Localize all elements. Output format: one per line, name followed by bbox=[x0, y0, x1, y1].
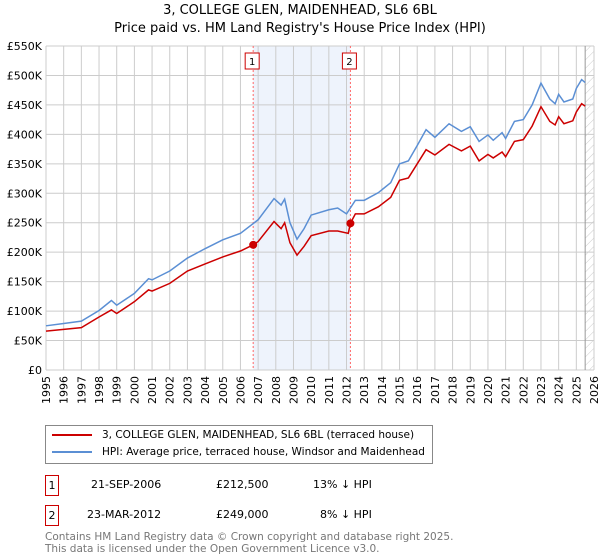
sale-price: £212,500 bbox=[216, 478, 269, 491]
x-tick-label: 2009 bbox=[287, 376, 300, 404]
x-tick-label: 2019 bbox=[464, 376, 477, 404]
sale-label: 2 bbox=[346, 57, 352, 68]
sale-hpi-diff: 13% ↓ HPI bbox=[313, 478, 372, 491]
legend-label: HPI: Average price, terraced house, Wind… bbox=[102, 446, 425, 458]
x-tick-label: 2013 bbox=[358, 376, 371, 404]
sale-label-box bbox=[341, 52, 357, 70]
x-tick-label: 2017 bbox=[429, 376, 442, 404]
sale-point bbox=[249, 240, 258, 249]
x-tick-label: 2014 bbox=[376, 376, 389, 404]
x-tick-label: 1998 bbox=[93, 376, 106, 404]
x-tick-label: 1999 bbox=[111, 376, 124, 404]
y-tick-label: £300K bbox=[7, 187, 43, 200]
future-hatch bbox=[585, 46, 594, 370]
series-line bbox=[45, 78, 586, 327]
x-tick-label: 2007 bbox=[252, 376, 265, 404]
x-tick-label: 2016 bbox=[411, 376, 424, 404]
x-tick-label: 2008 bbox=[270, 376, 283, 404]
x-tick-label: 1996 bbox=[58, 376, 71, 404]
x-tick-label: 2011 bbox=[323, 376, 336, 404]
x-tick-label: 1997 bbox=[75, 376, 88, 404]
sale-date: 21-SEP-2006 bbox=[91, 478, 162, 491]
sale-label-box bbox=[244, 52, 260, 70]
sale-marker: 2 bbox=[45, 505, 59, 526]
y-tick-label: £0 bbox=[28, 364, 42, 377]
x-tick-label: 2020 bbox=[482, 376, 495, 404]
x-tick-label: 2004 bbox=[199, 376, 212, 404]
x-tick-label: 2025 bbox=[570, 376, 583, 404]
y-tick-label: £550K bbox=[7, 40, 43, 53]
x-tick-label: 2021 bbox=[500, 376, 513, 404]
x-tick-label: 2012 bbox=[341, 376, 354, 404]
x-tick-label: 2006 bbox=[234, 376, 247, 404]
legend-item-property: 3, COLLEGE GLEN, MAIDENHEAD, SL6 6BL (te… bbox=[52, 429, 414, 441]
y-tick-label: £50K bbox=[14, 335, 43, 348]
x-tick-label: 2023 bbox=[535, 376, 548, 404]
y-tick-label: £500K bbox=[7, 69, 43, 82]
price-chart: 1995 1996 1997 1998 1999 2000 2001 2002 2003 2004… bbox=[7, 40, 600, 404]
x-tick-label: 2001 bbox=[146, 376, 159, 404]
footer-line: Contains HM Land Registry data © Crown c… bbox=[45, 531, 454, 543]
sale-price: £249,000 bbox=[216, 508, 269, 521]
x-tick-label: 1995 bbox=[40, 376, 53, 404]
y-tick-label: £350K bbox=[7, 158, 43, 171]
sale-row: 2 23-MAR-2012 £249,000 8% ↓ HPI bbox=[45, 505, 445, 527]
y-tick-label: £450K bbox=[7, 99, 43, 112]
x-tick-label: 2010 bbox=[305, 376, 318, 404]
chart-title: 3, COLLEGE GLEN, MAIDENHEAD, SL6 6BL bbox=[163, 3, 437, 18]
footer: Contains HM Land Registry data © Crown c… bbox=[45, 531, 453, 555]
sale-date: 23-MAR-2012 bbox=[87, 508, 162, 521]
legend-swatch bbox=[52, 451, 92, 453]
x-tick-label: 2026 bbox=[588, 376, 600, 404]
legend-swatch bbox=[52, 434, 92, 436]
x-tick-label: 2022 bbox=[517, 376, 530, 404]
x-tick-label: 2003 bbox=[181, 376, 194, 404]
footer-line: This data is licensed under the Open Gov… bbox=[45, 543, 380, 555]
legend: 3, COLLEGE GLEN, MAIDENHEAD, SL6 6BL (te… bbox=[45, 425, 433, 464]
x-tick-label: 2015 bbox=[394, 376, 407, 404]
sale-hpi-diff: 8% ↓ HPI bbox=[320, 508, 372, 521]
x-tick-label: 2024 bbox=[553, 376, 566, 404]
x-tick-label: 2002 bbox=[164, 376, 177, 404]
legend-label: 3, COLLEGE GLEN, MAIDENHEAD, SL6 6BL (te… bbox=[102, 429, 415, 441]
series-line bbox=[45, 102, 586, 332]
sale-marker: 1 bbox=[45, 475, 59, 496]
chart-subtitle: Price paid vs. HM Land Registry's House … bbox=[114, 21, 486, 36]
sale-row: 1 21-SEP-2006 £212,500 13% ↓ HPI bbox=[45, 475, 445, 497]
y-tick-label: £150K bbox=[7, 276, 43, 289]
x-tick-label: 2000 bbox=[128, 376, 141, 404]
sale-point bbox=[346, 219, 355, 228]
y-tick-label: £100K bbox=[7, 305, 43, 318]
sale-label: 1 bbox=[249, 57, 255, 68]
y-tick-label: £400K bbox=[7, 128, 43, 141]
y-tick-label: £250K bbox=[7, 217, 43, 230]
x-tick-label: 2018 bbox=[447, 376, 460, 404]
y-tick-label: £200K bbox=[7, 246, 43, 259]
x-tick-label: 2005 bbox=[217, 376, 230, 404]
legend-item-hpi: HPI: Average price, terraced house, Wind… bbox=[52, 446, 425, 458]
